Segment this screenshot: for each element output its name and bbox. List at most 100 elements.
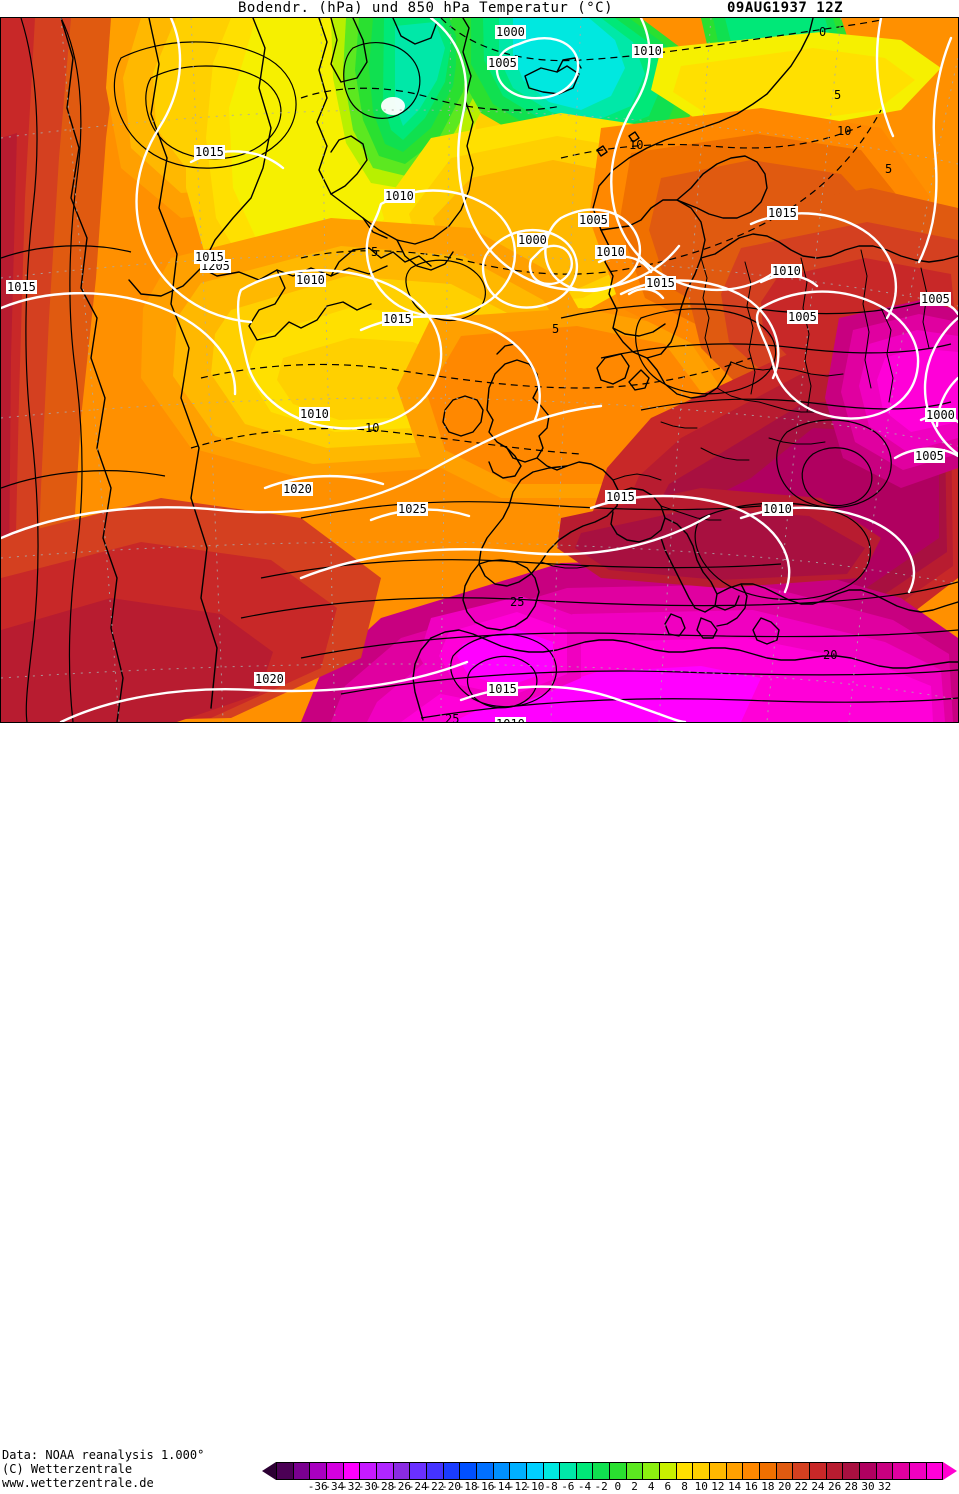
colorbar-cell bbox=[460, 1463, 477, 1479]
colorbar-under-arrow bbox=[262, 1462, 276, 1480]
temperature-contour-label: 5 bbox=[371, 245, 379, 259]
colorbar-cell bbox=[360, 1463, 377, 1479]
isobar-label: 1005 bbox=[487, 56, 518, 70]
isobar-label: 1005 bbox=[914, 449, 945, 463]
colorbar-cells bbox=[276, 1462, 943, 1480]
colorbar-cell bbox=[426, 1463, 444, 1479]
colorbar-tick: 32 bbox=[878, 1480, 892, 1493]
colorbar-cell bbox=[376, 1463, 394, 1479]
data-source-line: Data: NOAA reanalysis 1.000° bbox=[2, 1448, 205, 1462]
colorbar-tick: 18 bbox=[761, 1480, 775, 1493]
colorbar-cell bbox=[926, 1463, 943, 1479]
colorbar-cell bbox=[859, 1463, 877, 1479]
colorbar-tick: -4 bbox=[577, 1480, 592, 1493]
page-title: Bodendr. (hPa) und 850 hPa Temperatur (°… bbox=[238, 0, 614, 16]
colorbar-cell bbox=[693, 1463, 711, 1479]
colorbar-tick: 22 bbox=[794, 1480, 808, 1493]
isobar-label: 1015 bbox=[767, 206, 798, 220]
temperature-contour-label: 5 bbox=[834, 88, 842, 102]
temperature-colorbar bbox=[262, 1462, 957, 1480]
colorbar-cell bbox=[326, 1463, 344, 1479]
colorbar-cell bbox=[893, 1463, 910, 1479]
colorbar-cell bbox=[560, 1463, 577, 1479]
colorbar-tick: -8 bbox=[544, 1480, 558, 1493]
colorbar-cell bbox=[676, 1463, 694, 1479]
colorbar-cell bbox=[510, 1463, 527, 1479]
colorbar-tick: 4 bbox=[647, 1480, 655, 1493]
isobar-label: 1010 bbox=[495, 717, 526, 722]
colorbar-tick: 26 bbox=[827, 1480, 842, 1493]
colorbar-cell bbox=[760, 1463, 777, 1479]
colorbar-cell bbox=[493, 1463, 511, 1479]
isobar-label: 1015 bbox=[6, 280, 37, 294]
colorbar-tick: -10 bbox=[524, 1480, 545, 1493]
colorbar-cell bbox=[610, 1463, 627, 1479]
temperature-contour-label: 10 bbox=[629, 138, 644, 152]
isobar-label: 1015 bbox=[605, 490, 636, 504]
isobar-label: 1010 bbox=[299, 407, 330, 421]
copyright-line: (C) Wetterzentrale bbox=[2, 1462, 133, 1476]
colorbar-cell bbox=[810, 1463, 827, 1479]
footer-bar: Data: NOAA reanalysis 1.000° (C) Wetterz… bbox=[0, 724, 959, 1493]
isobar-label: 1000 bbox=[495, 25, 526, 39]
colorbar-cell bbox=[643, 1463, 661, 1479]
colorbar-tick: -6 bbox=[561, 1480, 575, 1493]
colorbar-cell bbox=[443, 1463, 461, 1479]
map-panel[interactable]: 1000 1005 1010 1015 1010 1005 1015 1000 1010 1205… bbox=[0, 17, 959, 723]
colorbar-tick: 30 bbox=[861, 1480, 875, 1493]
colorbar-cell bbox=[843, 1463, 860, 1479]
colorbar-cell bbox=[393, 1463, 411, 1479]
colorbar-cell bbox=[626, 1463, 644, 1479]
isobar-label: 1015 bbox=[487, 682, 518, 696]
colorbar-cell bbox=[293, 1463, 311, 1479]
isobar-label: 1010 bbox=[384, 189, 415, 203]
isobar-label: 1025 bbox=[397, 502, 428, 516]
graticule-layer bbox=[1, 18, 958, 722]
isobar-label: 1010 bbox=[771, 264, 802, 278]
colorbar-cell bbox=[476, 1463, 494, 1479]
colorbar-tick-labels: -36 -34 -32 -30 -28 -26 -24 -22 -20 -18 -16 -14 -12-… bbox=[262, 1480, 957, 1494]
temperature-contour-label: 25 bbox=[510, 595, 525, 609]
isobar-label: 1020 bbox=[254, 672, 285, 686]
isobar-label: 1010 bbox=[595, 245, 626, 259]
isobar-label: 1000 bbox=[517, 233, 548, 247]
colorbar-cell bbox=[543, 1463, 561, 1479]
colorbar-tick: -2 bbox=[594, 1480, 608, 1493]
isobar-label: 1010 bbox=[632, 44, 663, 58]
colorbar-cell bbox=[576, 1463, 594, 1479]
colorbar-tick: 6 bbox=[664, 1480, 672, 1493]
isobar-layer bbox=[1, 18, 958, 722]
temperature-contour-label: 10 bbox=[837, 124, 852, 138]
isobar-label: 1015 bbox=[645, 276, 676, 290]
isobar-label: 1020 bbox=[282, 482, 313, 496]
isobar-label: 1010 bbox=[762, 502, 793, 516]
isobar-label: 1015 bbox=[194, 145, 225, 159]
isobar-label: 1005 bbox=[920, 292, 951, 306]
isobar-label: 1015 bbox=[194, 250, 225, 264]
temperature-contour-label: 0 bbox=[819, 25, 827, 39]
website-line[interactable]: www.wetterzentrale.de bbox=[2, 1476, 154, 1490]
colorbar-tick: 12 bbox=[711, 1480, 725, 1493]
temperature-contour-label: 25 bbox=[445, 712, 460, 723]
colorbar-tick: 0 bbox=[614, 1480, 622, 1493]
colorbar-cell bbox=[410, 1463, 427, 1479]
colorbar-cell bbox=[826, 1463, 844, 1479]
colorbar-cell bbox=[876, 1463, 894, 1479]
colorbar-over-arrow bbox=[943, 1462, 957, 1480]
temperature-shading-layer bbox=[1, 18, 958, 722]
colorbar-cell bbox=[726, 1463, 744, 1479]
colorbar-tick: 28 bbox=[844, 1480, 858, 1493]
temperature-contour-label: 20 bbox=[823, 648, 838, 662]
colorbar-tick: 10 bbox=[694, 1480, 708, 1493]
colorbar-tick: 16 bbox=[744, 1480, 758, 1493]
isobar-label: 1005 bbox=[787, 310, 818, 324]
isobar-label: 1010 bbox=[295, 273, 326, 287]
colorbar-tick: 24 bbox=[811, 1480, 825, 1493]
colorbar-tick: 20 bbox=[777, 1480, 792, 1493]
isobar-label: 1005 bbox=[578, 213, 609, 227]
colorbar-cell bbox=[793, 1463, 810, 1479]
colorbar-cell bbox=[743, 1463, 761, 1479]
colorbar-cell bbox=[277, 1463, 294, 1479]
colorbar-cell bbox=[660, 1463, 677, 1479]
